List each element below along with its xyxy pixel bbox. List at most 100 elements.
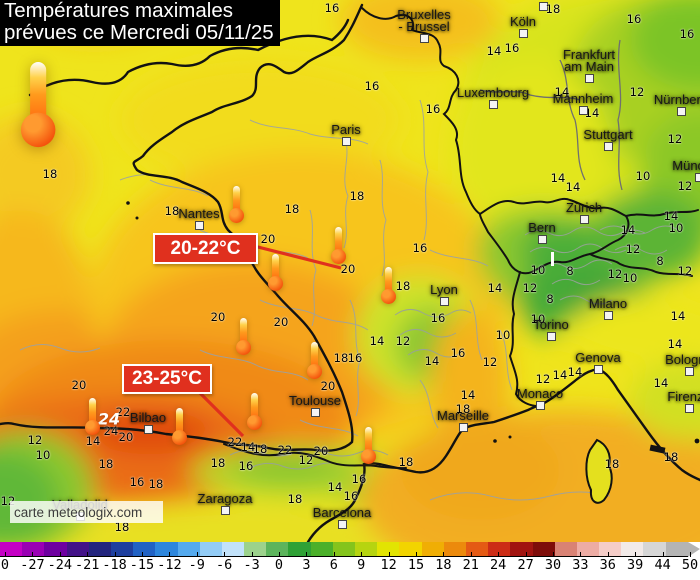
temp-value: 14	[565, 180, 581, 194]
city-marker	[685, 404, 694, 413]
colorbar-label: -12	[157, 557, 182, 573]
city-label: Bilbao	[129, 410, 167, 425]
temp-value: 14	[552, 368, 568, 382]
thermometer-stem	[334, 227, 342, 253]
city-marker	[536, 401, 545, 410]
colorbar-label: -18	[102, 557, 127, 573]
colorbar-label: 33	[572, 557, 589, 573]
city-marker	[594, 365, 603, 374]
colorbar-arrow	[688, 542, 700, 557]
city-label: Milano	[588, 296, 628, 311]
thermometer-icon	[228, 186, 244, 223]
temp-value: 16	[343, 489, 359, 503]
temp-value: 12	[625, 242, 641, 256]
annotation-range-north: 20-22°C	[153, 233, 258, 264]
colorbar-label: 9	[357, 557, 366, 573]
colorbar-label: 30	[544, 557, 562, 573]
temp-value: 14	[663, 209, 679, 223]
title-line-2: prévues ce Mercredi 05/11/25	[4, 21, 274, 44]
colorbar-cell	[199, 542, 222, 556]
city-label: Stuttgart	[583, 127, 633, 142]
country-borders	[223, 7, 699, 469]
temp-value: 16	[430, 311, 446, 325]
colorbar-tick	[59, 552, 61, 557]
colorbar-label: 0	[274, 557, 284, 573]
temp-value: 20	[320, 379, 336, 393]
colorbar-tick	[635, 552, 637, 557]
thermometer-icon	[267, 254, 283, 291]
colorbar-label: -27	[20, 557, 45, 573]
colorbar-cell	[44, 542, 67, 556]
colorbar-label: 24	[490, 557, 507, 573]
city-label: Bruxelles - Brussel	[397, 7, 451, 34]
coastlines	[0, 3, 700, 542]
temp-value: 12	[677, 179, 693, 193]
colorbar-tick	[196, 552, 198, 557]
colorbar-label: 0	[0, 557, 10, 573]
temp-value: 18	[42, 167, 58, 181]
temp-value: 10	[622, 271, 638, 285]
city-label: Nürnberg	[653, 92, 700, 107]
colorbar-cell	[488, 542, 511, 556]
colorbar-cell	[510, 542, 533, 556]
temp-value: 16	[425, 102, 441, 116]
city-label: Lyon	[430, 282, 458, 297]
colorbar-tick	[498, 552, 500, 557]
temp-value: 8	[656, 254, 664, 268]
thermometer-bulb	[84, 420, 100, 435]
city-marker	[440, 297, 449, 306]
thermometer-bulb	[246, 415, 262, 430]
thermometer-icon	[235, 318, 251, 355]
colorbar-tick	[5, 552, 6, 557]
temp-value: 24	[97, 409, 121, 429]
thermometer-bulb	[228, 208, 244, 223]
temp-value: 16	[351, 472, 367, 486]
temp-value: 18	[395, 279, 411, 293]
colorbar-label: -6	[216, 557, 233, 573]
colorbar-ticks	[0, 552, 700, 557]
colorbar-cell	[66, 542, 89, 556]
colorbar-label: -9	[188, 557, 205, 573]
temp-value: 24	[103, 424, 119, 438]
colorbar-tick	[690, 552, 691, 557]
city-marker	[195, 221, 204, 230]
temp-value: 10	[35, 448, 51, 462]
temp-value: 16	[364, 79, 380, 93]
city-marker	[604, 142, 613, 151]
temp-value: 22	[115, 405, 131, 419]
thermometer-icon	[246, 393, 262, 430]
temp-value: 16	[347, 351, 363, 365]
temp-value: 20	[340, 262, 356, 276]
thermometer-stem	[28, 62, 46, 122]
temp-value: 16	[450, 346, 466, 360]
colorbar-cell	[266, 542, 289, 556]
city-label: Monaco	[516, 386, 564, 401]
colorbar-cell	[443, 542, 466, 556]
temp-value: 14	[667, 337, 683, 351]
colorbar-cell	[244, 542, 267, 556]
colorbar-cell	[88, 542, 111, 556]
temp-value: 16	[626, 12, 642, 26]
colorbar-cell	[110, 542, 134, 556]
temp-value: 16	[412, 241, 428, 255]
city-label: Frankfurt am Main	[562, 47, 616, 74]
colorbar-tick	[142, 552, 143, 557]
thermometer-stem	[384, 267, 392, 293]
thermometer-stem	[175, 408, 183, 434]
colorbar-tick	[470, 552, 472, 557]
city-marker	[677, 107, 686, 116]
thermometer-bulb	[380, 289, 396, 304]
colorbar-label: -21	[74, 557, 100, 573]
thermometer-icon	[360, 427, 376, 464]
map-overlay: Bruxelles - Brussel Köln Luxembourg Frankfur…	[1, 1, 700, 534]
temp-value: 18	[398, 455, 414, 469]
colorbar-tick	[525, 552, 527, 557]
colorbar-label: 39	[627, 557, 644, 573]
temp-value: 20	[210, 310, 226, 324]
city-label: Luxembourg	[456, 85, 530, 100]
colorbar-cell	[665, 542, 688, 556]
colorbar-label: -24	[47, 557, 72, 573]
temp-value: 14	[554, 85, 570, 99]
colorbar-cell	[332, 542, 355, 556]
colorbar-tick	[306, 552, 308, 557]
